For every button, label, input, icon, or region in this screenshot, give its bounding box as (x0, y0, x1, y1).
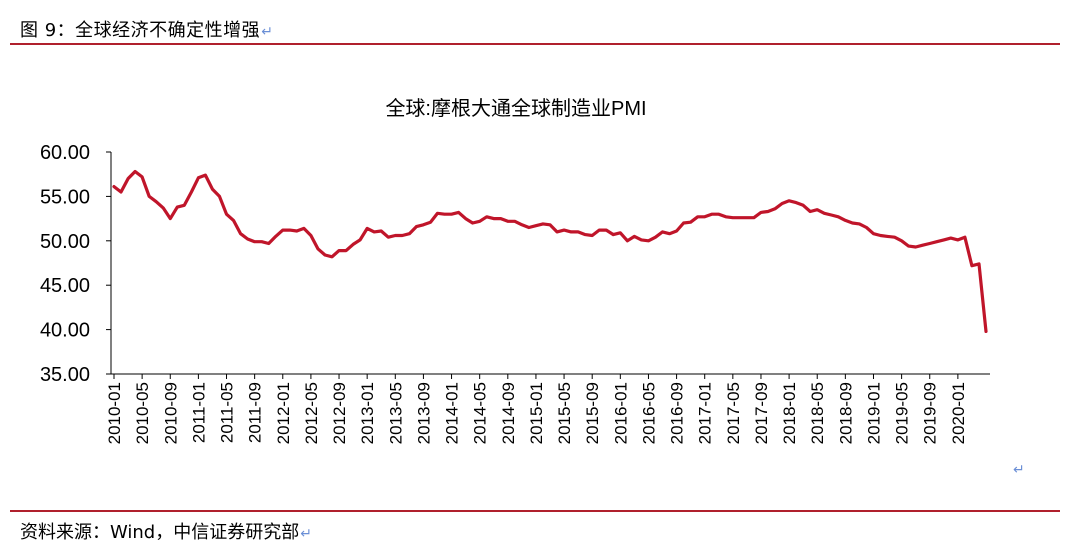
x-tick-label: 2018-05 (808, 382, 827, 444)
source-note: 资料来源：Wind，中信证券研究部↵ (20, 522, 312, 543)
x-tick-label: 2017-01 (696, 382, 715, 444)
bottom-rule (10, 510, 1060, 512)
y-tick-label: 45.00 (40, 275, 90, 297)
pmi-series-line (112, 169, 988, 333)
y-axis: 35.00 40.00 45.00 50.00 55.00 60.00 (40, 142, 112, 386)
x-tick-label: 2020-01 (949, 382, 968, 444)
x-tick-label: 2012-09 (330, 382, 349, 444)
x-tick-label: 2014-05 (471, 382, 490, 444)
x-tick-label: 2010-09 (161, 382, 180, 444)
x-tick-label: 2013-05 (386, 382, 405, 444)
x-tick-label: 2015-09 (583, 382, 602, 444)
x-tick-label: 2013-09 (414, 382, 433, 444)
x-tick-label: 2019-09 (921, 382, 940, 444)
y-tick-label: 60.00 (40, 142, 90, 164)
x-tick-label: 2014-09 (499, 382, 518, 444)
top-rule (10, 43, 1060, 45)
x-tick-label: 2017-09 (752, 382, 771, 444)
x-axis: 2010-01 2010-05 2010-09 2011-01 2011-05 2011-… (105, 373, 990, 444)
y-tick-label: 55.00 (40, 186, 90, 208)
x-tick-label: 2011-09 (246, 382, 265, 443)
return-mark-icon: ↵ (261, 24, 274, 40)
x-tick-label: 2016-05 (639, 382, 658, 444)
x-tick-label: 2011-01 (189, 382, 208, 443)
x-tick-label: 2019-05 (893, 382, 912, 444)
x-tick-label: 2015-05 (555, 382, 574, 444)
x-tick-label: 2010-05 (133, 382, 152, 444)
figure-caption: 图 9：全球经济不确定性增强↵ (20, 20, 274, 41)
y-tick-label: 50.00 (40, 231, 90, 253)
x-tick-label: 2018-01 (780, 382, 799, 444)
x-tick-label: 2018-09 (836, 382, 855, 444)
x-tick-label: 2017-05 (724, 382, 743, 444)
x-tick-label: 2013-01 (358, 382, 377, 444)
return-mark-icon: ↵ (300, 526, 312, 542)
x-tick-label: 2016-01 (611, 382, 630, 444)
x-tick-label: 2016-09 (668, 382, 687, 444)
x-tick-label: 2014-01 (443, 382, 462, 444)
return-mark-icon: ↵ (1013, 462, 1025, 478)
x-tick-label: 2011-05 (218, 382, 237, 443)
x-tick-label: 2012-01 (274, 382, 293, 444)
y-tick-label: 40.00 (40, 320, 90, 342)
x-tick-label: 2019-01 (864, 382, 883, 444)
x-tick-label: 2015-01 (527, 382, 546, 444)
x-tick-label: 2012-05 (302, 382, 321, 444)
chart-title: 全球:摩根大通全球制造业PMI (385, 97, 646, 120)
y-tick-label: 35.00 (40, 364, 90, 386)
x-tick-label: 2010-01 (105, 382, 124, 444)
